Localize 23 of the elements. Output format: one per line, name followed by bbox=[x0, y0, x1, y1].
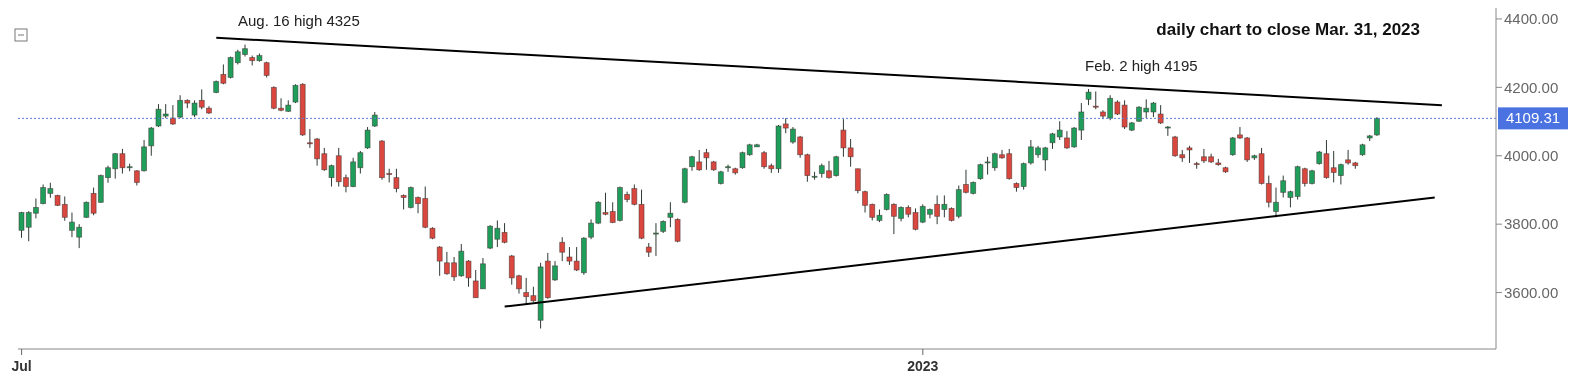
x-tick-label: 2023 bbox=[907, 358, 939, 374]
y-tick-label: 3800.00 bbox=[1504, 215, 1559, 233]
y-tick-label: 4000.00 bbox=[1504, 147, 1559, 165]
annotation: Feb. 2 high 4195 bbox=[1085, 57, 1198, 74]
candlestick bbox=[559, 236, 566, 262]
candlestick bbox=[364, 126, 371, 150]
y-tick-label: 3600.00 bbox=[1504, 283, 1559, 301]
candlestick bbox=[667, 201, 674, 228]
candlestick bbox=[1164, 125, 1171, 137]
text: daily chart to close Mar. 31, 2023 bbox=[1156, 20, 1420, 40]
candlestick bbox=[1157, 104, 1164, 125]
x-tick-label: Jul bbox=[11, 358, 32, 374]
candlestick bbox=[148, 126, 155, 157]
candlestick bbox=[653, 222, 659, 257]
y-tick-label: 4200.00 bbox=[1504, 78, 1559, 96]
candlestick bbox=[436, 245, 443, 277]
annotation: Aug. 16 high 4325 bbox=[238, 12, 360, 29]
candlestick bbox=[854, 168, 861, 194]
y-tick-label: 4400.00 bbox=[1504, 10, 1559, 28]
candlestick bbox=[703, 148, 710, 171]
ref-line-label: 4109.31 bbox=[1505, 109, 1561, 127]
candlestick bbox=[725, 164, 731, 173]
candlestick bbox=[393, 168, 400, 193]
